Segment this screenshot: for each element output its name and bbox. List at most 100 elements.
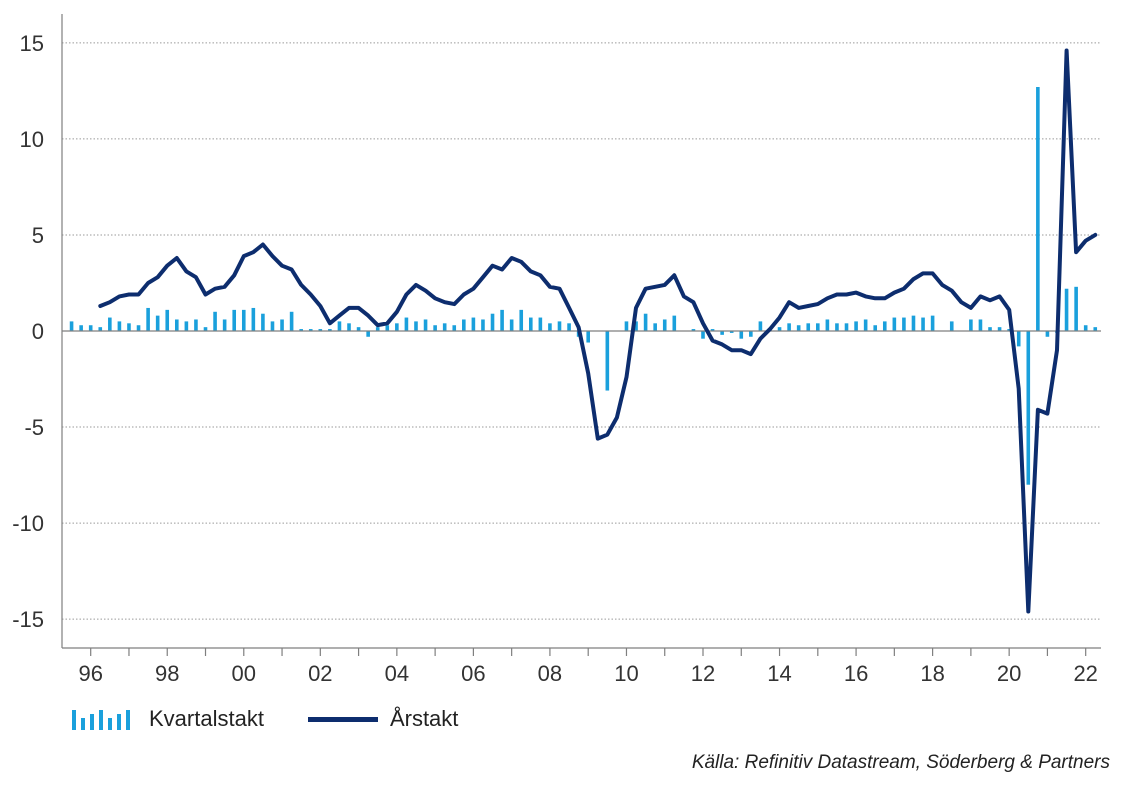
bar [873,325,878,331]
bar [184,321,189,331]
x-tick-label: 02 [308,661,332,686]
x-tick-label: 08 [538,661,562,686]
bar [605,331,610,391]
bar [835,323,839,331]
bar [777,327,782,331]
bar [988,327,992,331]
y-tick-label: -10 [12,511,44,536]
bar [270,321,275,331]
bar [146,307,150,331]
x-tick-label: 20 [997,661,1021,686]
bar [758,321,763,331]
y-tick-label: 0 [32,319,44,344]
bar [854,321,858,331]
bar [385,325,390,331]
bar [806,323,811,331]
bar [203,327,208,331]
y-tick-label: 15 [20,31,44,56]
bar [624,321,629,331]
bar [289,311,294,331]
bar [902,317,906,331]
bar [308,329,313,331]
axes [61,14,1101,656]
bar [557,321,562,331]
x-axis-ticks: 96 98 00 02 04 06 08 10 12 14 16 18 20 22 [78,661,1097,686]
bar [261,313,265,331]
bar [433,325,437,331]
bar [490,313,495,331]
bar [404,317,409,331]
bar [452,325,457,331]
x-tick-label: 16 [844,661,868,686]
legend-label-arstakt: Årstakt [389,706,459,731]
bar [423,319,428,331]
bar [509,319,514,331]
bar [299,329,303,331]
bar [241,309,246,331]
bar [127,323,131,331]
x-tick-label: 18 [920,661,944,686]
bar [462,319,466,331]
bar [88,325,93,331]
bar [395,323,399,331]
bar [548,323,552,331]
bar [1007,329,1011,331]
bar [1064,288,1069,331]
bar [882,321,887,331]
bar [79,325,83,331]
bar-swatch-icon [72,708,135,730]
arstakt-line-group [98,48,1098,614]
bar [347,323,351,331]
bar [729,331,734,333]
y-tick-label: 10 [20,127,44,152]
legend: Kvartalstakt Årstakt [72,706,502,732]
bar [662,319,667,331]
bar [117,321,122,331]
x-tick-label: 96 [78,661,102,686]
arstakt-line [98,48,1098,614]
bar [949,321,954,331]
legend-item-kvartalstakt: Kvartalstakt [72,706,264,732]
bar [643,313,648,331]
bar [863,319,868,331]
y-axis-ticks: 15 10 5 0 -5 -10 -15 [12,31,44,632]
bar [701,331,705,339]
legend-label-kvartalstakt: Kvartalstakt [149,706,264,731]
bar [720,331,724,335]
x-tick-label: 10 [614,661,638,686]
kvartalstakt-bars [69,87,1098,485]
bar [375,327,380,331]
bar [749,331,753,337]
bar [1026,331,1031,485]
bar [519,309,524,331]
bar [328,329,332,331]
line-swatch-icon [307,716,378,722]
chart: 15 10 5 0 -5 -10 -15 96 98 00 02 04 06 08 10 12 14 16 18 2… [12,14,1101,686]
bar [921,317,925,331]
bar [356,327,361,331]
x-tick-label: 06 [461,661,485,686]
x-tick-label: 00 [232,661,256,686]
bar [653,323,657,331]
x-tick-label: 22 [1073,661,1097,686]
bar [442,323,447,331]
bar [251,307,256,331]
bar [1045,331,1050,337]
bar [1093,327,1098,331]
bar [136,325,141,331]
bar [481,319,485,331]
bar [1083,325,1088,331]
bar [280,319,284,331]
bar [1036,87,1040,331]
source-note: Källa: Refinitiv Datastream, Söderberg &… [691,752,1110,773]
bar [997,327,1002,331]
bar [1074,286,1078,331]
bar [471,317,476,331]
bar [69,321,74,331]
bar [586,331,590,343]
bar [98,327,103,331]
bar [366,331,370,337]
bar [978,319,983,331]
bar [318,329,323,331]
y-tick-label: 5 [32,223,44,248]
